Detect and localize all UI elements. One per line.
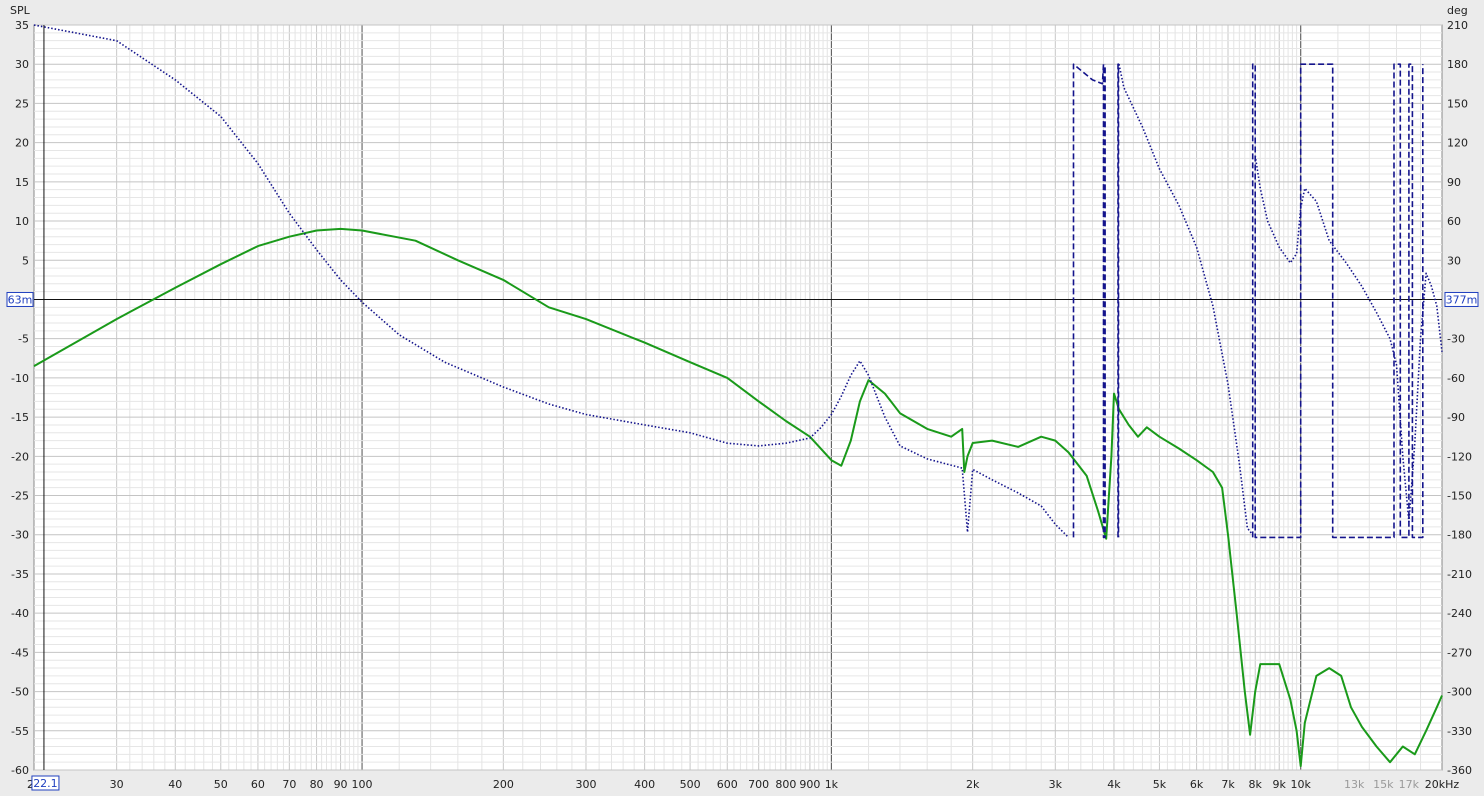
right-tick-label: -240 bbox=[1447, 607, 1472, 620]
left-axis-title: SPL bbox=[10, 4, 31, 17]
right-axis-title: deg bbox=[1447, 4, 1468, 17]
x-tick-label: 200 bbox=[493, 778, 514, 791]
x-tick-label: 80 bbox=[310, 778, 324, 791]
left-tick-label: 5 bbox=[22, 254, 29, 267]
cursor-left-readout: 63m bbox=[6, 291, 34, 307]
x-axis-unit: 20kHz bbox=[1425, 778, 1460, 791]
phase-trace-2 bbox=[1118, 64, 1254, 536]
right-tick-label: -210 bbox=[1447, 568, 1472, 581]
left-tick-label: -50 bbox=[11, 686, 29, 699]
x-tick-label: 900 bbox=[799, 778, 820, 791]
x-tick-label: 500 bbox=[680, 778, 701, 791]
x-tick-label: 40 bbox=[168, 778, 182, 791]
spl-trace-0 bbox=[33, 227, 1443, 768]
right-tick-label: -30 bbox=[1447, 333, 1465, 346]
right-tick-label: -360 bbox=[1447, 764, 1472, 777]
x-tick-label: 90 bbox=[334, 778, 348, 791]
axes: SPL 35 30 25 20 15 10 50 -5 -10 -15 -20 -25 -30 -35 -40… bbox=[6, 4, 1479, 791]
right-tick-label: -180 bbox=[1447, 529, 1472, 542]
left-tick-label: 10 bbox=[15, 215, 29, 228]
x-tick-label: 3k bbox=[1049, 778, 1063, 791]
x-tick-label: 600 bbox=[717, 778, 738, 791]
right-tick-label: 30 bbox=[1447, 254, 1461, 267]
left-tick-label: -25 bbox=[11, 490, 29, 503]
right-tick-label: -300 bbox=[1447, 686, 1472, 699]
right-tick-label: 60 bbox=[1447, 215, 1461, 228]
phase-trace-6 bbox=[1251, 63, 1424, 539]
x-tick-label: 17k bbox=[1399, 778, 1420, 791]
left-tick-label: 35 bbox=[15, 19, 29, 32]
svg-text:377m: 377m bbox=[1446, 293, 1478, 306]
x-tick-label: 9k bbox=[1273, 778, 1287, 791]
left-tick-label: 20 bbox=[15, 137, 29, 150]
x-tick-label: 50 bbox=[214, 778, 228, 791]
right-tick-label: -330 bbox=[1447, 725, 1472, 738]
left-tick-label: 25 bbox=[15, 97, 29, 110]
grid bbox=[33, 24, 1443, 771]
phase-trace-1 bbox=[33, 24, 1070, 538]
x-tick-label: 2k bbox=[966, 778, 980, 791]
left-tick-label: -40 bbox=[11, 607, 29, 620]
x-tick-label: 10k bbox=[1291, 778, 1312, 791]
right-tick-label: -150 bbox=[1447, 490, 1472, 503]
right-tick-label: 180 bbox=[1447, 58, 1468, 71]
phase-trace-4 bbox=[1072, 63, 1106, 539]
left-tick-label: -35 bbox=[11, 568, 29, 581]
x-tick-label: 8k bbox=[1249, 778, 1263, 791]
x-tick-label: 70 bbox=[282, 778, 296, 791]
x-tick-label: 30 bbox=[110, 778, 124, 791]
x-tick-label: 13k bbox=[1344, 778, 1365, 791]
left-tick-label: -15 bbox=[11, 411, 29, 424]
x-tick-label: 800 bbox=[775, 778, 796, 791]
left-tick-label: -60 bbox=[11, 764, 29, 777]
x-tick-label: 5k bbox=[1153, 778, 1167, 791]
svg-text:63m: 63m bbox=[8, 293, 33, 306]
x-tick-label: 4k bbox=[1107, 778, 1121, 791]
x-tick-label: 300 bbox=[575, 778, 596, 791]
left-tick-label: 15 bbox=[15, 176, 29, 189]
cursor-frequency-readout: 22.1 bbox=[31, 775, 60, 791]
x-tick-label: 15k bbox=[1373, 778, 1394, 791]
right-tick-label: 120 bbox=[1447, 137, 1468, 150]
left-tick-label: -55 bbox=[11, 725, 29, 738]
phase-trace-5 bbox=[1117, 63, 1120, 538]
cursor-right-readout: 377m bbox=[1444, 291, 1479, 307]
left-tick-label: -20 bbox=[11, 450, 29, 463]
x-tick-label: 7k bbox=[1221, 778, 1235, 791]
x-tick-label: 700 bbox=[748, 778, 769, 791]
plot-area bbox=[33, 24, 1443, 771]
right-tick-label: -60 bbox=[1447, 372, 1465, 385]
left-tick-label: 30 bbox=[15, 58, 29, 71]
x-tick-label: 60 bbox=[251, 778, 265, 791]
right-tick-label: -270 bbox=[1447, 646, 1472, 659]
left-tick-label: -5 bbox=[18, 333, 29, 346]
left-tick-label: -45 bbox=[11, 646, 29, 659]
right-tick-label: 210 bbox=[1447, 19, 1468, 32]
x-tick-label: 6k bbox=[1190, 778, 1204, 791]
right-tick-label: -90 bbox=[1447, 411, 1465, 424]
right-tick-label: 90 bbox=[1447, 176, 1461, 189]
x-tick-label: 100 bbox=[352, 778, 373, 791]
right-tick-label: 150 bbox=[1447, 97, 1468, 110]
left-tick-label: -10 bbox=[11, 372, 29, 385]
traces bbox=[33, 24, 1443, 768]
svg-text:22.1: 22.1 bbox=[33, 777, 58, 790]
x-tick-label: 400 bbox=[634, 778, 655, 791]
x-tick-label: 1k bbox=[825, 778, 839, 791]
right-tick-label: -120 bbox=[1447, 450, 1472, 463]
left-tick-label: -30 bbox=[11, 529, 29, 542]
